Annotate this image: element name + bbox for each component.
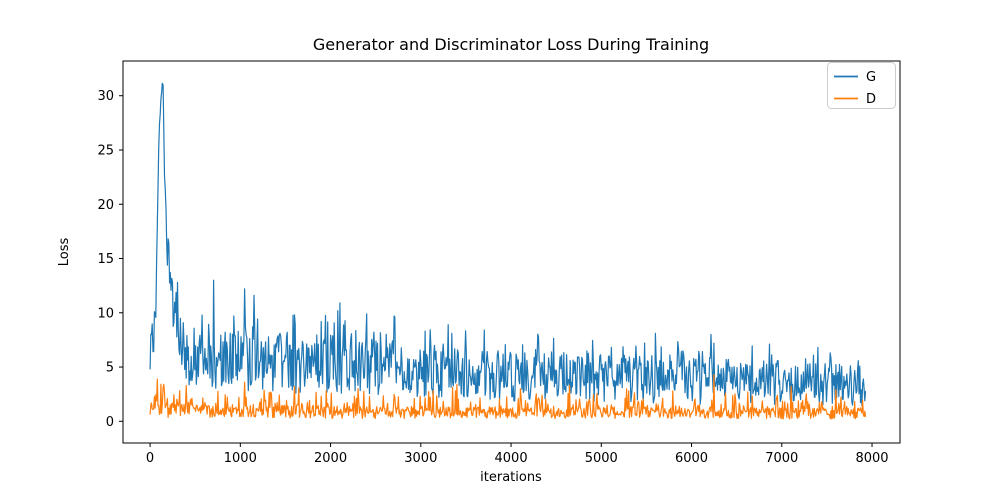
series-line-D (149, 374, 867, 420)
x-tick-label: 1000 (224, 451, 257, 466)
legend-label-G: G (866, 70, 876, 85)
legend-box (827, 62, 896, 109)
legend-label-D: D (866, 92, 876, 107)
x-tick-label: 4000 (495, 451, 528, 466)
legend: G D (827, 62, 896, 109)
axes: 0 1000 2000 3000 4000 5000 6000 7000 8000 0 5 10 15 2… (97, 60, 901, 466)
y-tick-label: 15 (97, 252, 114, 267)
x-tick-label: 7000 (765, 451, 798, 466)
x-tick-label: 2000 (314, 451, 347, 466)
y-axis-label: Loss (57, 238, 72, 267)
x-tick-label: 6000 (675, 451, 708, 466)
y-tick-label: 20 (97, 198, 114, 213)
series-line-G (149, 82, 867, 406)
x-tick-label: 8000 (855, 451, 888, 466)
series-lines (149, 82, 867, 420)
x-tick-label: 5000 (585, 451, 618, 466)
y-tick-label: 10 (97, 306, 114, 321)
x-tick-label: 3000 (404, 451, 437, 466)
x-tick-label: 0 (146, 451, 154, 466)
x-axis-label: iterations (480, 470, 542, 485)
y-tick-label: 25 (97, 143, 114, 158)
y-tick-label: 30 (97, 89, 114, 104)
chart-title: Generator and Discriminator Loss During … (313, 35, 709, 54)
y-tick-label: 5 (106, 361, 114, 376)
y-tick-label: 0 (106, 415, 114, 430)
